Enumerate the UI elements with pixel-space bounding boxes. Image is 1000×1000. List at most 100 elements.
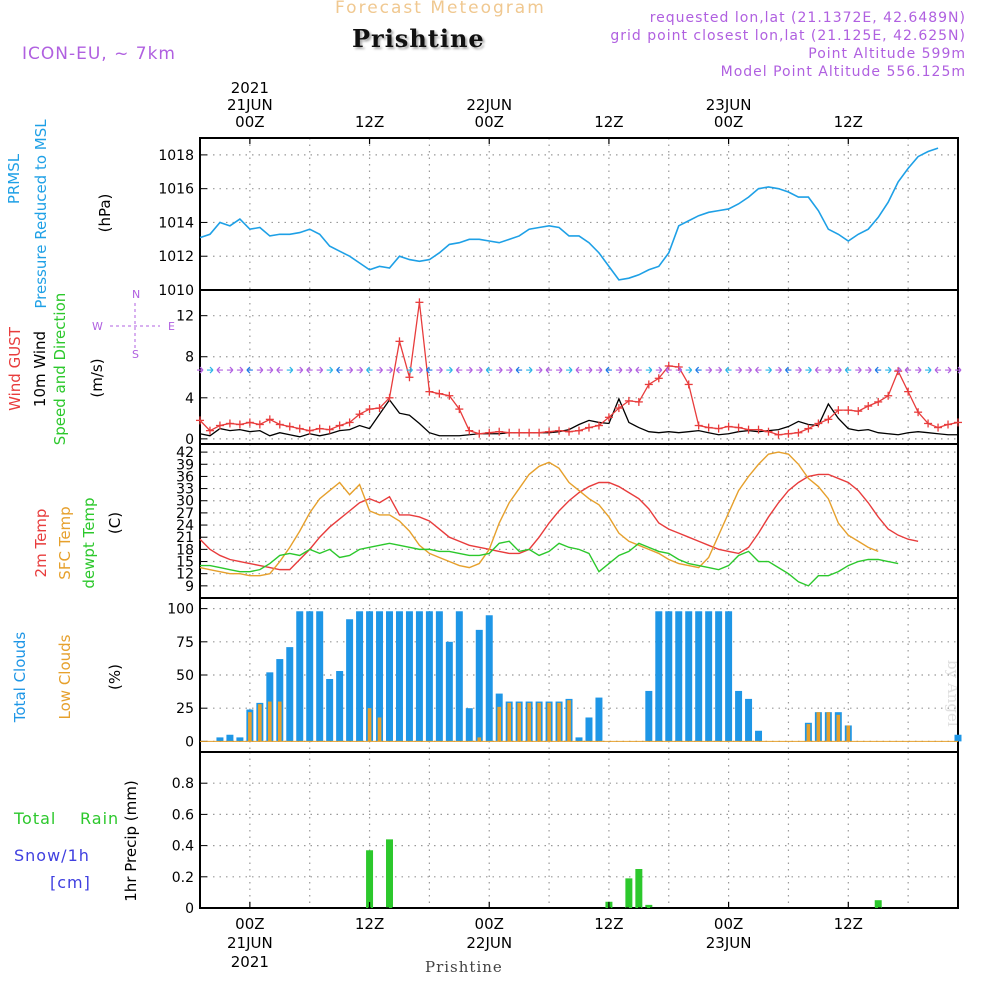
rain-bar bbox=[386, 839, 393, 908]
total-cloud-bar bbox=[705, 611, 713, 742]
low-cloud-bar bbox=[557, 702, 561, 742]
wind-dir-arrow bbox=[775, 366, 782, 374]
total-cloud-bar bbox=[226, 734, 234, 742]
ytick-label: 0 bbox=[185, 901, 194, 917]
total-cloud-bar bbox=[735, 690, 743, 742]
wind-dir-arrow bbox=[446, 366, 453, 374]
ytick-label: 0 bbox=[185, 734, 194, 750]
xtick-label-bottom: 00Z bbox=[714, 915, 743, 933]
ytick-label: 0.6 bbox=[172, 807, 194, 823]
wind-dir-arrow bbox=[226, 366, 234, 374]
requested-coords: requested lon,lat (21.1372E, 42.6489N) bbox=[649, 10, 966, 26]
total-cloud-bar bbox=[276, 659, 284, 742]
wind-dir-arrow bbox=[216, 366, 223, 374]
wind-dir-arrow bbox=[715, 366, 723, 374]
ytick-label: 100 bbox=[167, 602, 194, 618]
wind-dir-arrow bbox=[895, 366, 902, 374]
wind-dir-arrow bbox=[425, 366, 433, 374]
compass-rose-icon bbox=[110, 303, 160, 350]
day-label-bottom: 22JUN bbox=[466, 934, 512, 952]
low-cloud-bar bbox=[836, 714, 841, 742]
xtick-label-bottom: 00Z bbox=[475, 915, 504, 933]
wind-dir-arrow bbox=[785, 366, 792, 374]
wind-dir-arrow bbox=[755, 366, 762, 374]
wind-dir-arrow bbox=[316, 366, 324, 374]
wind-dir-arrow bbox=[955, 366, 962, 374]
wind-dir-arrow bbox=[745, 366, 752, 374]
total-cloud-bar bbox=[665, 611, 673, 742]
panel-frame bbox=[199, 289, 959, 445]
wind-dir-arrow bbox=[695, 366, 702, 374]
wind-dir-arrow bbox=[276, 366, 283, 374]
day-label-bottom: 21JUN bbox=[227, 934, 273, 952]
ytick-label: 9 bbox=[185, 579, 194, 595]
wind-dir-arrow bbox=[455, 366, 463, 374]
low-cloud-bar bbox=[806, 724, 811, 742]
t2m-line bbox=[199, 473, 919, 571]
low-cloud-bar bbox=[826, 712, 831, 742]
sfc-temp-line bbox=[199, 451, 879, 577]
total-cloud-bar bbox=[695, 611, 703, 742]
rain-label: Rain bbox=[80, 809, 120, 828]
ytick-label: 0.4 bbox=[172, 839, 194, 855]
low-cloud-bar bbox=[527, 702, 531, 742]
ytick-label: 8 bbox=[185, 350, 194, 366]
ytick-label: 1010 bbox=[158, 283, 194, 299]
day-label-top: 21JUN bbox=[227, 96, 273, 114]
ytick-label: 15 bbox=[176, 555, 194, 571]
xtick-label-top: 00Z bbox=[475, 113, 504, 131]
panel-frame bbox=[199, 443, 959, 599]
total-cloud-bar bbox=[685, 611, 693, 742]
ytick-label: 0.8 bbox=[172, 776, 194, 792]
wind-dir-arrow bbox=[885, 366, 892, 374]
dewpt-line bbox=[200, 540, 899, 587]
wind-dir-arrow bbox=[536, 366, 543, 374]
wind-dir-arrow bbox=[246, 366, 253, 374]
xtick-label-top: 00Z bbox=[235, 113, 264, 131]
wind-dir-arrow bbox=[376, 366, 383, 374]
wind-dir-arrow bbox=[356, 366, 364, 374]
wind-dir-arrow bbox=[645, 366, 653, 374]
total-cloud-bar bbox=[236, 737, 244, 742]
xtick-label-top: 12Z bbox=[355, 113, 384, 131]
panel-frame bbox=[199, 137, 959, 291]
xtick-label-bottom: 12Z bbox=[834, 915, 863, 933]
ytick-label: 4 bbox=[185, 391, 194, 407]
wind-dir-arrow bbox=[625, 366, 633, 374]
xtick-label-top: 12Z bbox=[594, 113, 623, 131]
ytick-label: 21 bbox=[176, 530, 194, 546]
total-cloud-bar bbox=[455, 611, 463, 742]
total-label: Total bbox=[14, 809, 57, 828]
wind-dir-arrow bbox=[556, 366, 563, 374]
wind-dir-arrow bbox=[266, 366, 274, 374]
xtick-label-bottom: 12Z bbox=[355, 915, 384, 933]
ytick-label: 0.2 bbox=[172, 870, 194, 886]
wind-dir-arrow bbox=[526, 366, 533, 374]
ytick-label: 12 bbox=[176, 309, 194, 325]
ytick-label: 39 bbox=[176, 457, 194, 473]
low-cloud-bar bbox=[816, 712, 821, 742]
wind-dir-arrow bbox=[545, 366, 553, 374]
compass-w: W bbox=[92, 320, 103, 333]
wind-dir-arrow bbox=[805, 366, 812, 374]
total-cloud-bar bbox=[306, 611, 314, 742]
wind-dir-arrow bbox=[835, 366, 842, 374]
low-cloud-bar bbox=[547, 702, 551, 742]
wind-dir-arrow bbox=[306, 366, 313, 374]
wind-dir-arrow bbox=[655, 366, 663, 374]
ytick-label: 1012 bbox=[158, 249, 194, 265]
wind-dir-arrow bbox=[595, 366, 603, 374]
low-cloud-bar bbox=[517, 702, 521, 742]
total-cloud-bar bbox=[715, 611, 723, 742]
wind-dir-arrow bbox=[814, 366, 822, 374]
rain-bar bbox=[625, 878, 633, 908]
wind-dir-arrow bbox=[825, 366, 832, 374]
day-label-bottom: 23JUN bbox=[706, 934, 752, 952]
wind-dir-arrow bbox=[735, 366, 743, 374]
ytick-label: 33 bbox=[176, 482, 194, 498]
total-cloud-bar bbox=[356, 611, 364, 742]
low-cloud-bar bbox=[377, 717, 382, 742]
wind-dir-arrow bbox=[925, 366, 932, 374]
ytick-label: 36 bbox=[176, 469, 194, 485]
